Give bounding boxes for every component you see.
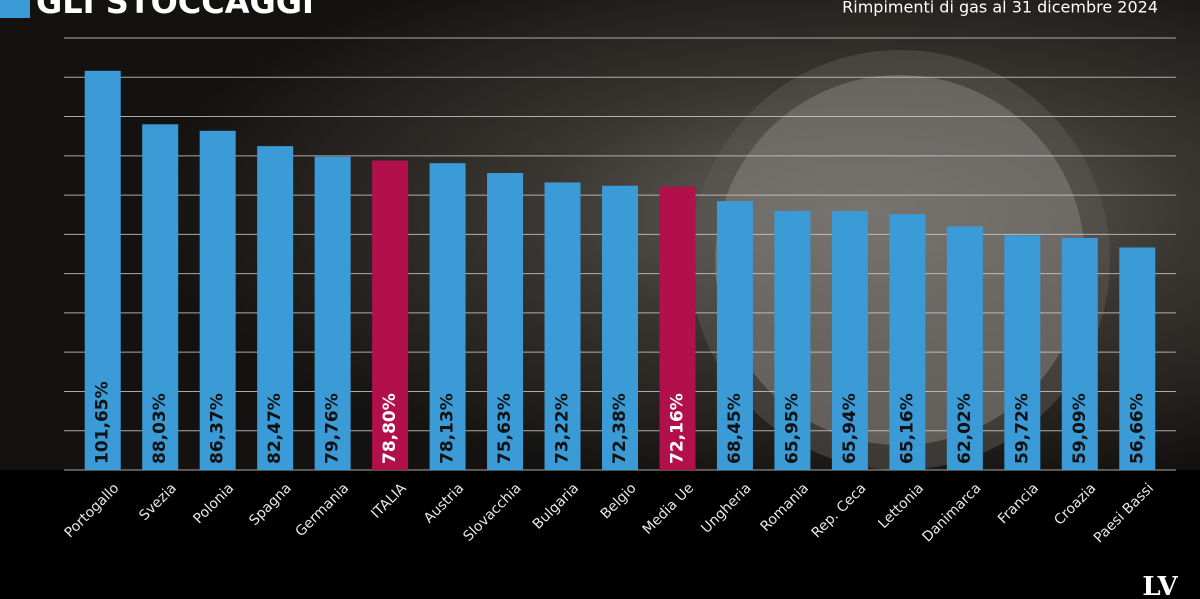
value-label: 82,47%: [265, 393, 285, 464]
bar: [831, 211, 868, 470]
bar: [1119, 247, 1156, 470]
chart-title: GLI STOCCAGGI: [36, 0, 314, 21]
bar: [1004, 235, 1041, 470]
value-label: 59,72%: [1012, 393, 1032, 464]
value-label: 86,37%: [208, 393, 228, 464]
value-label: 72,16%: [667, 393, 687, 464]
value-label: 73,22%: [553, 393, 573, 464]
bar: [889, 214, 926, 470]
footer-band: [0, 470, 1200, 599]
value-label: 78,13%: [438, 393, 458, 464]
chart-subtitle: Rimpimenti di gas al 31 dicembre 2024: [842, 0, 1158, 17]
title-marker: [0, 0, 30, 18]
value-label: 65,95%: [782, 393, 802, 464]
value-label: 62,02%: [955, 393, 975, 464]
bar: [716, 201, 753, 471]
bar: [257, 146, 294, 471]
value-label: 68,45%: [725, 393, 745, 464]
bar: [946, 226, 983, 470]
bar: [84, 70, 121, 470]
value-label: 88,03%: [150, 393, 170, 464]
bar: [487, 172, 524, 471]
bar: [142, 124, 179, 471]
value-label: 101,65%: [93, 381, 113, 464]
bar: [659, 186, 696, 470]
bar: [1061, 237, 1098, 470]
bar: [602, 185, 638, 470]
value-label: 72,38%: [610, 393, 630, 464]
value-label: 79,76%: [323, 393, 343, 464]
value-label: 59,09%: [1070, 393, 1090, 464]
bar: [544, 182, 581, 471]
bar: [429, 163, 466, 471]
value-label: 56,66%: [1127, 393, 1147, 464]
value-label: 65,94%: [840, 393, 860, 464]
value-label: 78,80%: [380, 393, 400, 464]
bar: [314, 156, 351, 470]
bar: [199, 130, 236, 470]
value-label: 65,16%: [897, 393, 917, 464]
bar: [372, 160, 409, 470]
logo: LV: [1142, 572, 1178, 599]
bar: [774, 210, 811, 470]
value-label: 75,63%: [495, 393, 515, 464]
